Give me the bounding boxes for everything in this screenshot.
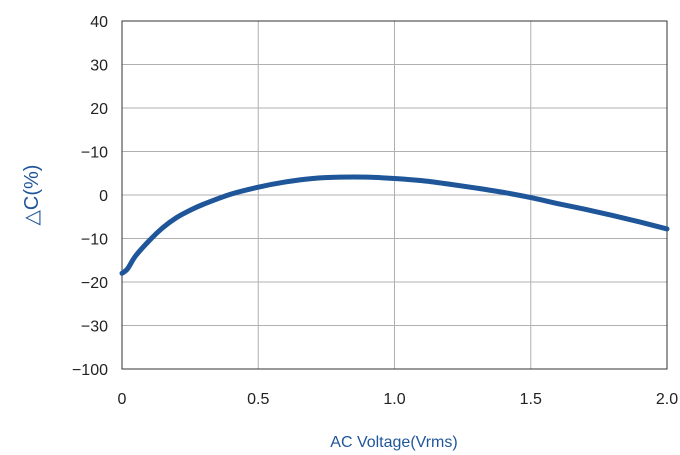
x-tick-label: 0.5 <box>247 391 269 408</box>
y-tick-label: 40 <box>90 14 108 31</box>
y-tick-label: −20 <box>81 275 108 292</box>
y-tick-label: 30 <box>90 58 108 75</box>
x-axis-title: AC Voltage(Vrms) <box>330 434 457 451</box>
y-tick-label: 20 <box>90 101 108 118</box>
y-tick-label: 0 <box>99 188 108 205</box>
x-tick-label: 1.5 <box>520 391 542 408</box>
x-tick-label: 1.0 <box>383 391 405 408</box>
y-axis-title: △C(%) <box>21 165 43 226</box>
plot-frame <box>121 20 668 370</box>
grid <box>121 20 668 370</box>
y-tick-label: −100 <box>72 362 108 379</box>
y-tick-label: −10 <box>81 145 108 162</box>
y-tick-label: −30 <box>81 319 108 336</box>
x-tick-label: 0 <box>118 391 127 408</box>
y-tick-label: −10 <box>81 232 108 249</box>
x-axis-ticks: 0 0.5 1.0 1.5 2.0 <box>118 391 679 408</box>
x-tick-label: 2.0 <box>656 391 678 408</box>
series-line <box>119 174 670 276</box>
